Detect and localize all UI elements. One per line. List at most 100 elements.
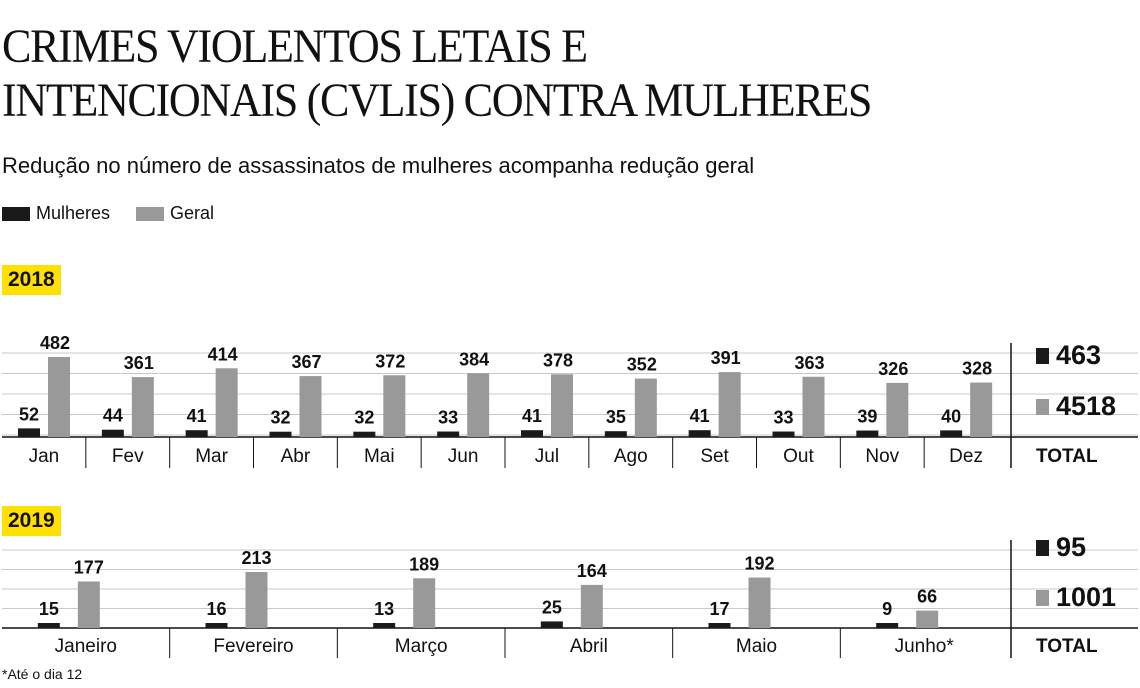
value-label-geral-2018-Set: 391 (711, 348, 741, 368)
value-label-mulheres-2018-Abr: 32 (270, 408, 290, 428)
value-label-mulheres-2019-Maio: 17 (709, 599, 729, 619)
chart-title: CRIMES VIOLENTOS LETAIS E INTENCIONAIS (… (2, 20, 872, 128)
total-swatch-mulheres-2018 (1036, 348, 1049, 364)
bar-geral-2018-Set (718, 372, 741, 437)
category-label-2018-Dez: Dez (949, 446, 983, 467)
category-label-2018-Mai: Mai (364, 446, 395, 467)
chart-subtitle: Redução no número de assassinatos de mul… (2, 153, 755, 178)
value-label-geral-2019-Janeiro: 177 (74, 557, 104, 577)
bar-mulheres-2019-Fevereiro (205, 623, 228, 628)
category-label-2018-Out: Out (783, 446, 814, 467)
category-label-2018-Jul: Jul (535, 446, 559, 467)
value-label-geral-2019-Junho*: 66 (917, 587, 937, 607)
value-label-geral-2019-Abril: 164 (577, 561, 607, 581)
total-value-mulheres-2018: 463 (1056, 340, 1101, 370)
value-label-mulheres-2019-Março: 13 (374, 599, 394, 619)
category-label-2018-Abr: Abr (281, 446, 311, 467)
bar-mulheres-2019-Junho* (876, 623, 899, 628)
bar-geral-2018-Mar (215, 368, 238, 437)
total-label-2018: TOTAL (1036, 446, 1098, 467)
bar-mulheres-2018-Mar (185, 430, 208, 437)
value-label-geral-2018-Ago: 352 (627, 355, 657, 375)
value-label-geral-2019-Maio: 192 (744, 554, 774, 574)
bar-mulheres-2018-Jul (521, 430, 543, 437)
legend-item-geral: Geral (136, 203, 214, 224)
value-label-geral-2018-Dez: 328 (962, 359, 992, 379)
legend-swatch-geral (136, 206, 165, 221)
value-label-geral-2018-Mai: 372 (375, 351, 405, 371)
bar-mulheres-2018-Abr (269, 431, 292, 437)
legend: Mulheres Geral (2, 203, 240, 224)
bar-mulheres-2018-Jun (437, 431, 460, 437)
bar-geral-2018-Ago (634, 378, 657, 437)
category-label-2019-Maio: Maio (736, 636, 777, 657)
year-badge-2018: 2018 (2, 265, 61, 295)
bar-geral-2019-Junho* (916, 610, 939, 628)
category-label-2018-Jun: Jun (448, 446, 479, 467)
bar-mulheres-2019-Janeiro (37, 623, 60, 628)
value-label-geral-2018-Mar: 414 (208, 344, 238, 364)
total-value-geral-2019: 1001 (1056, 582, 1116, 612)
value-label-geral-2018-Nov: 326 (878, 359, 908, 379)
total-swatch-geral-2018 (1036, 399, 1049, 415)
bar-mulheres-2018-Dez (940, 430, 963, 437)
bar-mulheres-2018-Ago (604, 431, 627, 437)
value-label-geral-2018-Jun: 384 (459, 349, 489, 369)
value-label-mulheres-2019-Junho*: 9 (882, 599, 892, 619)
category-label-2019-Março: Março (395, 636, 448, 657)
value-label-mulheres-2018-Nov: 39 (857, 407, 877, 427)
category-label-2018-Jan: Jan (29, 446, 60, 467)
value-label-geral-2018-Fev: 361 (124, 353, 154, 373)
value-label-mulheres-2019-Janeiro: 15 (39, 599, 59, 619)
bar-mulheres-2018-Mai (353, 431, 376, 437)
bar-mulheres-2018-Set (688, 430, 711, 437)
category-label-2019-Abril: Abril (570, 636, 608, 657)
category-label-2018-Nov: Nov (865, 446, 899, 467)
category-label-2019-Janeiro: Janeiro (55, 636, 117, 657)
category-label-2018-Mar: Mar (195, 446, 228, 467)
bar-geral-2019-Março (413, 578, 436, 628)
bar-mulheres-2019-Maio (708, 623, 731, 628)
bar-mulheres-2018-Nov (856, 430, 879, 437)
bar-mulheres-2018-Fev (101, 429, 124, 437)
year-badge-2019: 2019 (2, 506, 61, 536)
bar-mulheres-2019-Março (373, 623, 396, 628)
bar-geral-2018-Jan (48, 357, 70, 437)
value-label-mulheres-2018-Jul: 41 (522, 406, 542, 426)
value-label-mulheres-2018-Ago: 35 (606, 407, 626, 427)
total-label-2019: TOTAL (1036, 636, 1098, 657)
value-label-geral-2018-Jul: 378 (543, 350, 573, 370)
value-label-mulheres-2018-Fev: 44 (103, 406, 123, 426)
value-label-geral-2018-Jan: 482 (40, 333, 70, 353)
title-line-2: INTENCIONAIS (CVLIS) CONTRA MULHERES (2, 74, 872, 127)
value-label-geral-2018-Out: 363 (794, 353, 824, 373)
bar-geral-2019-Maio (748, 577, 771, 628)
bar-geral-2018-Nov (886, 382, 909, 437)
value-label-mulheres-2018-Dez: 40 (941, 406, 961, 426)
total-swatch-geral-2019 (1036, 590, 1049, 606)
bar-mulheres-2018-Jan (18, 428, 40, 437)
bar-geral-2018-Abr (299, 376, 322, 437)
bar-geral-2018-Mai (383, 375, 406, 437)
bar-geral-2018-Out (802, 376, 825, 437)
bar-geral-2019-Janeiro (77, 581, 100, 628)
legend-swatch-mulheres (2, 206, 30, 221)
value-label-mulheres-2019-Abril: 25 (542, 597, 562, 617)
footnote: *Até o dia 12 (2, 666, 83, 682)
total-value-geral-2018: 4518 (1056, 391, 1116, 421)
legend-label-geral: Geral (170, 203, 215, 223)
bar-geral-2018-Fev (131, 377, 154, 437)
value-label-mulheres-2018-Jun: 33 (438, 408, 458, 428)
value-label-mulheres-2018-Set: 41 (690, 406, 710, 426)
bar-geral-2019-Abril (580, 584, 603, 628)
value-label-geral-2019-Fevereiro: 213 (241, 548, 271, 568)
value-label-mulheres-2019-Fevereiro: 16 (206, 599, 226, 619)
category-label-2018-Ago: Ago (614, 446, 648, 467)
bar-geral-2018-Dez (970, 382, 993, 437)
bar-mulheres-2018-Out (772, 431, 795, 437)
category-label-2019-Junho*: Junho* (895, 636, 955, 657)
value-label-mulheres-2018-Mar: 41 (187, 406, 207, 426)
value-label-mulheres-2018-Jan: 52 (19, 404, 39, 424)
value-label-mulheres-2018-Mai: 32 (354, 408, 374, 428)
